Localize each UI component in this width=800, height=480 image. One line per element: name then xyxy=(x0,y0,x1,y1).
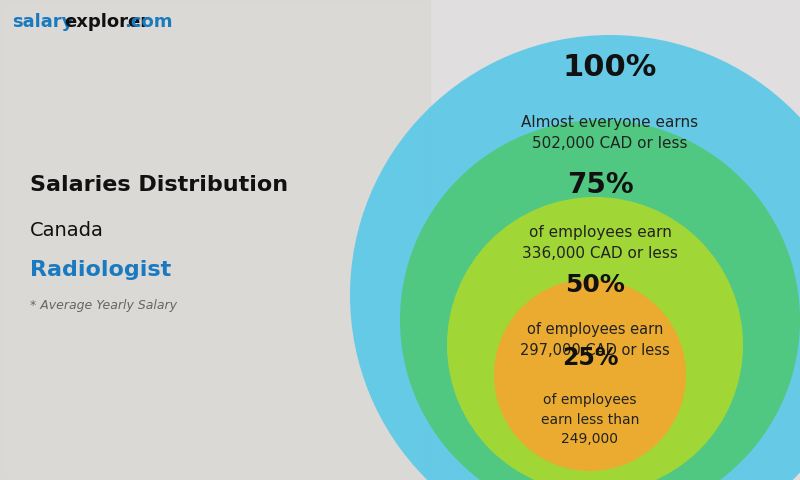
Ellipse shape xyxy=(447,197,743,480)
Text: of employees earn
297,000 CAD or less: of employees earn 297,000 CAD or less xyxy=(520,322,670,358)
Text: Salaries Distribution: Salaries Distribution xyxy=(30,175,288,195)
Text: * Average Yearly Salary: * Average Yearly Salary xyxy=(30,299,177,312)
Text: 50%: 50% xyxy=(565,273,625,297)
Text: Almost everyone earns
502,000 CAD or less: Almost everyone earns 502,000 CAD or les… xyxy=(522,115,698,151)
Text: Radiologist: Radiologist xyxy=(30,260,171,280)
Text: explorer: explorer xyxy=(64,13,149,31)
Text: 75%: 75% xyxy=(566,171,634,199)
Ellipse shape xyxy=(350,35,800,480)
Text: 100%: 100% xyxy=(563,53,657,83)
Bar xyxy=(0,0,430,480)
Text: of employees earn
336,000 CAD or less: of employees earn 336,000 CAD or less xyxy=(522,225,678,261)
Text: of employees
earn less than
249,000: of employees earn less than 249,000 xyxy=(541,393,639,446)
Text: Canada: Canada xyxy=(30,220,104,240)
Ellipse shape xyxy=(494,279,686,471)
Text: salary: salary xyxy=(12,13,74,31)
Ellipse shape xyxy=(400,120,800,480)
Text: .com: .com xyxy=(124,13,173,31)
Text: 25%: 25% xyxy=(562,346,618,370)
